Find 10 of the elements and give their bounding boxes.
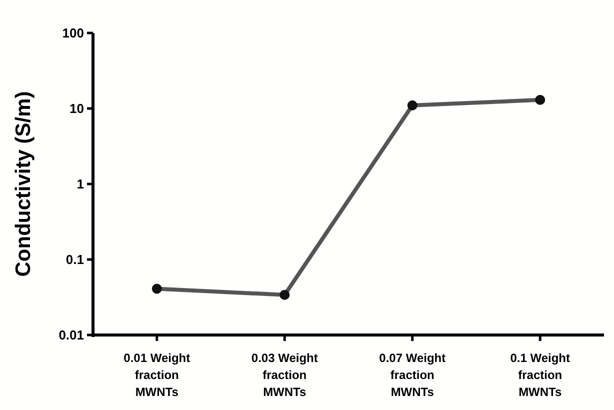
y-tick-label: 10	[70, 101, 84, 116]
y-tick-label: 0.1	[66, 252, 84, 268]
x-tick-label: 0.03 Weight fraction MWNTs	[251, 351, 318, 399]
y-axis-title: Conductivity (S/m)	[12, 91, 35, 277]
y-tick-label: 100	[62, 26, 84, 41]
x-tick-label: 0.07 Weight fraction MWNTs	[379, 351, 446, 399]
y-tick-label: 1	[76, 176, 84, 192]
y-tick-label: 0.01	[58, 328, 84, 343]
x-tick-label: 0.1 Weight fraction MWNTs	[510, 351, 570, 399]
x-tick-label: 0.01 Weight fraction MWNTs	[124, 351, 190, 399]
